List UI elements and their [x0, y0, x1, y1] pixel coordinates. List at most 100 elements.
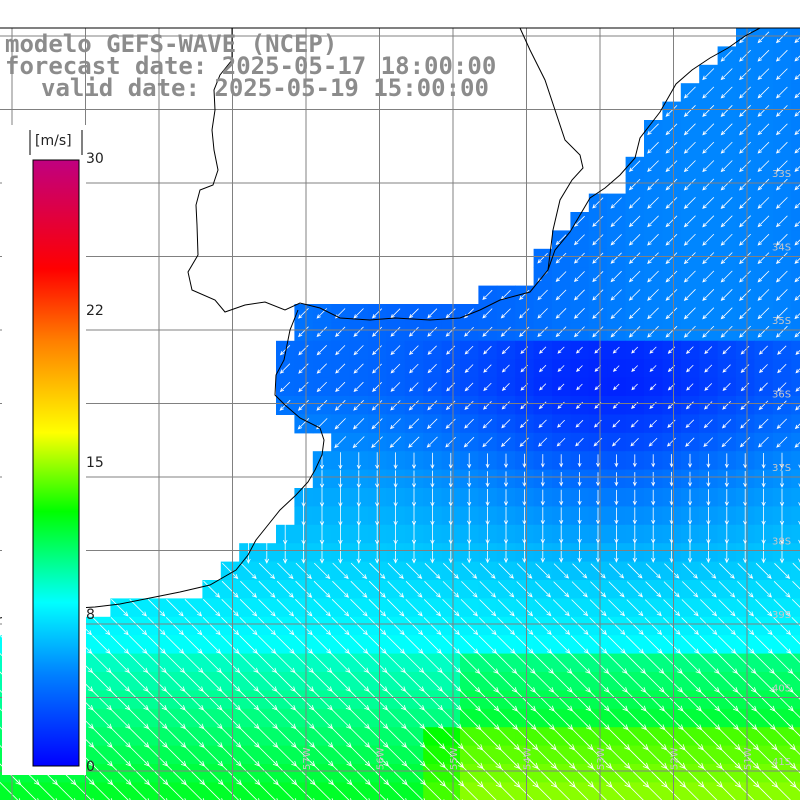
wind-arrow: [573, 252, 585, 264]
field-cell: [772, 101, 792, 121]
wind-arrow: [630, 437, 639, 447]
field-cell: [754, 138, 774, 158]
field-cell: [680, 138, 700, 158]
wind-arrow: [294, 617, 313, 636]
wind-arrow: [291, 779, 315, 800]
field-cell: [625, 175, 645, 195]
field-cell: [625, 230, 645, 250]
wind-arrow: [430, 452, 435, 470]
field-cell: [717, 432, 737, 452]
field-cell: [588, 322, 608, 342]
field-cell: [460, 396, 479, 415]
wind-arrow: [166, 599, 184, 617]
field-cell: [588, 377, 608, 397]
wind-arrow: [739, 160, 751, 173]
field-cell: [699, 285, 719, 305]
field-cell: [644, 322, 663, 342]
field-cell: [607, 212, 627, 231]
longitude-label: 53W: [596, 747, 607, 770]
wind-arrow: [479, 599, 497, 617]
wind-arrow: [776, 436, 788, 448]
wind-arrow: [798, 524, 800, 544]
field-cell: [680, 377, 700, 397]
wind-arrow: [754, 617, 773, 636]
field-cell: [662, 304, 682, 323]
wind-arrow: [628, 326, 641, 338]
wind-arrow: [775, 270, 788, 283]
wind-arrow: [702, 289, 715, 301]
field-cell: [736, 248, 755, 268]
wind-arrow: [540, 454, 545, 468]
wind-arrow: [610, 326, 622, 338]
wind-arrow: [775, 289, 788, 301]
field-cell: [496, 322, 516, 342]
wind-arrow: [577, 489, 582, 506]
wind-arrow: [460, 599, 479, 617]
wind-arrow: [761, 453, 766, 469]
wind-arrow: [775, 252, 788, 265]
field-cell: [349, 340, 369, 360]
wind-arrow: [647, 252, 659, 265]
wind-arrow: [720, 270, 733, 283]
field-cell: [662, 175, 682, 195]
wind-arrow: [702, 123, 715, 136]
wind-arrow: [375, 470, 380, 489]
wind-arrow: [592, 252, 604, 264]
field-cell: [772, 28, 792, 47]
wind-arrow: [448, 542, 454, 564]
field-cell: [423, 304, 443, 323]
field-cell: [791, 488, 800, 507]
wind-arrow: [576, 383, 583, 391]
wind-arrow: [700, 581, 717, 598]
wind-arrow: [739, 215, 751, 228]
wind-arrow: [774, 563, 791, 579]
field-cell: [699, 175, 719, 195]
wind-arrow: [460, 617, 479, 636]
field-cell: [717, 46, 737, 66]
wind-arrow: [405, 599, 423, 617]
wind-arrow: [718, 581, 736, 598]
field-cell: [699, 248, 719, 268]
field-cell: [368, 414, 387, 434]
lat-lon-grid: [0, 27, 800, 800]
field-cell: [680, 212, 700, 231]
wind-arrow: [758, 345, 768, 355]
field-cell: [533, 340, 553, 360]
wind-arrow: [630, 419, 639, 428]
wind-arrow: [704, 401, 713, 410]
field-cell: [644, 230, 663, 250]
wind-arrow: [755, 563, 772, 579]
wind-arrow: [592, 234, 604, 246]
wind-arrow: [645, 563, 662, 579]
wind-arrow: [665, 289, 678, 301]
wind-arrow: [479, 563, 496, 579]
field-cell: [368, 432, 387, 452]
wind-arrow: [610, 252, 622, 264]
wind-arrow: [537, 289, 548, 301]
field-cell: [368, 322, 387, 342]
wind-arrow: [740, 418, 750, 429]
field-cell: [625, 248, 645, 268]
wind-arrow: [614, 472, 619, 487]
field-cell: [644, 396, 663, 415]
field-cell: [791, 267, 800, 287]
wind-arrow: [687, 507, 693, 525]
wind-arrow: [610, 197, 622, 209]
wind-arrow: [129, 599, 147, 617]
wind-arrow: [749, 777, 773, 800]
wind-arrow: [743, 471, 748, 488]
field-cell: [680, 193, 700, 213]
field-cell: [791, 28, 800, 47]
wind-arrow: [498, 581, 515, 598]
field-cell: [607, 340, 627, 360]
wind-arrow: [353, 326, 364, 337]
wind-arrow: [483, 364, 492, 373]
wind-arrow: [479, 581, 497, 598]
wind-arrow: [483, 382, 492, 392]
wind-arrow: [485, 471, 490, 488]
wind-arrow: [446, 364, 456, 374]
wind-arrow: [316, 400, 328, 411]
wind-arrow: [221, 580, 239, 598]
field-cell: [680, 340, 700, 360]
wind-arrow: [743, 453, 748, 469]
